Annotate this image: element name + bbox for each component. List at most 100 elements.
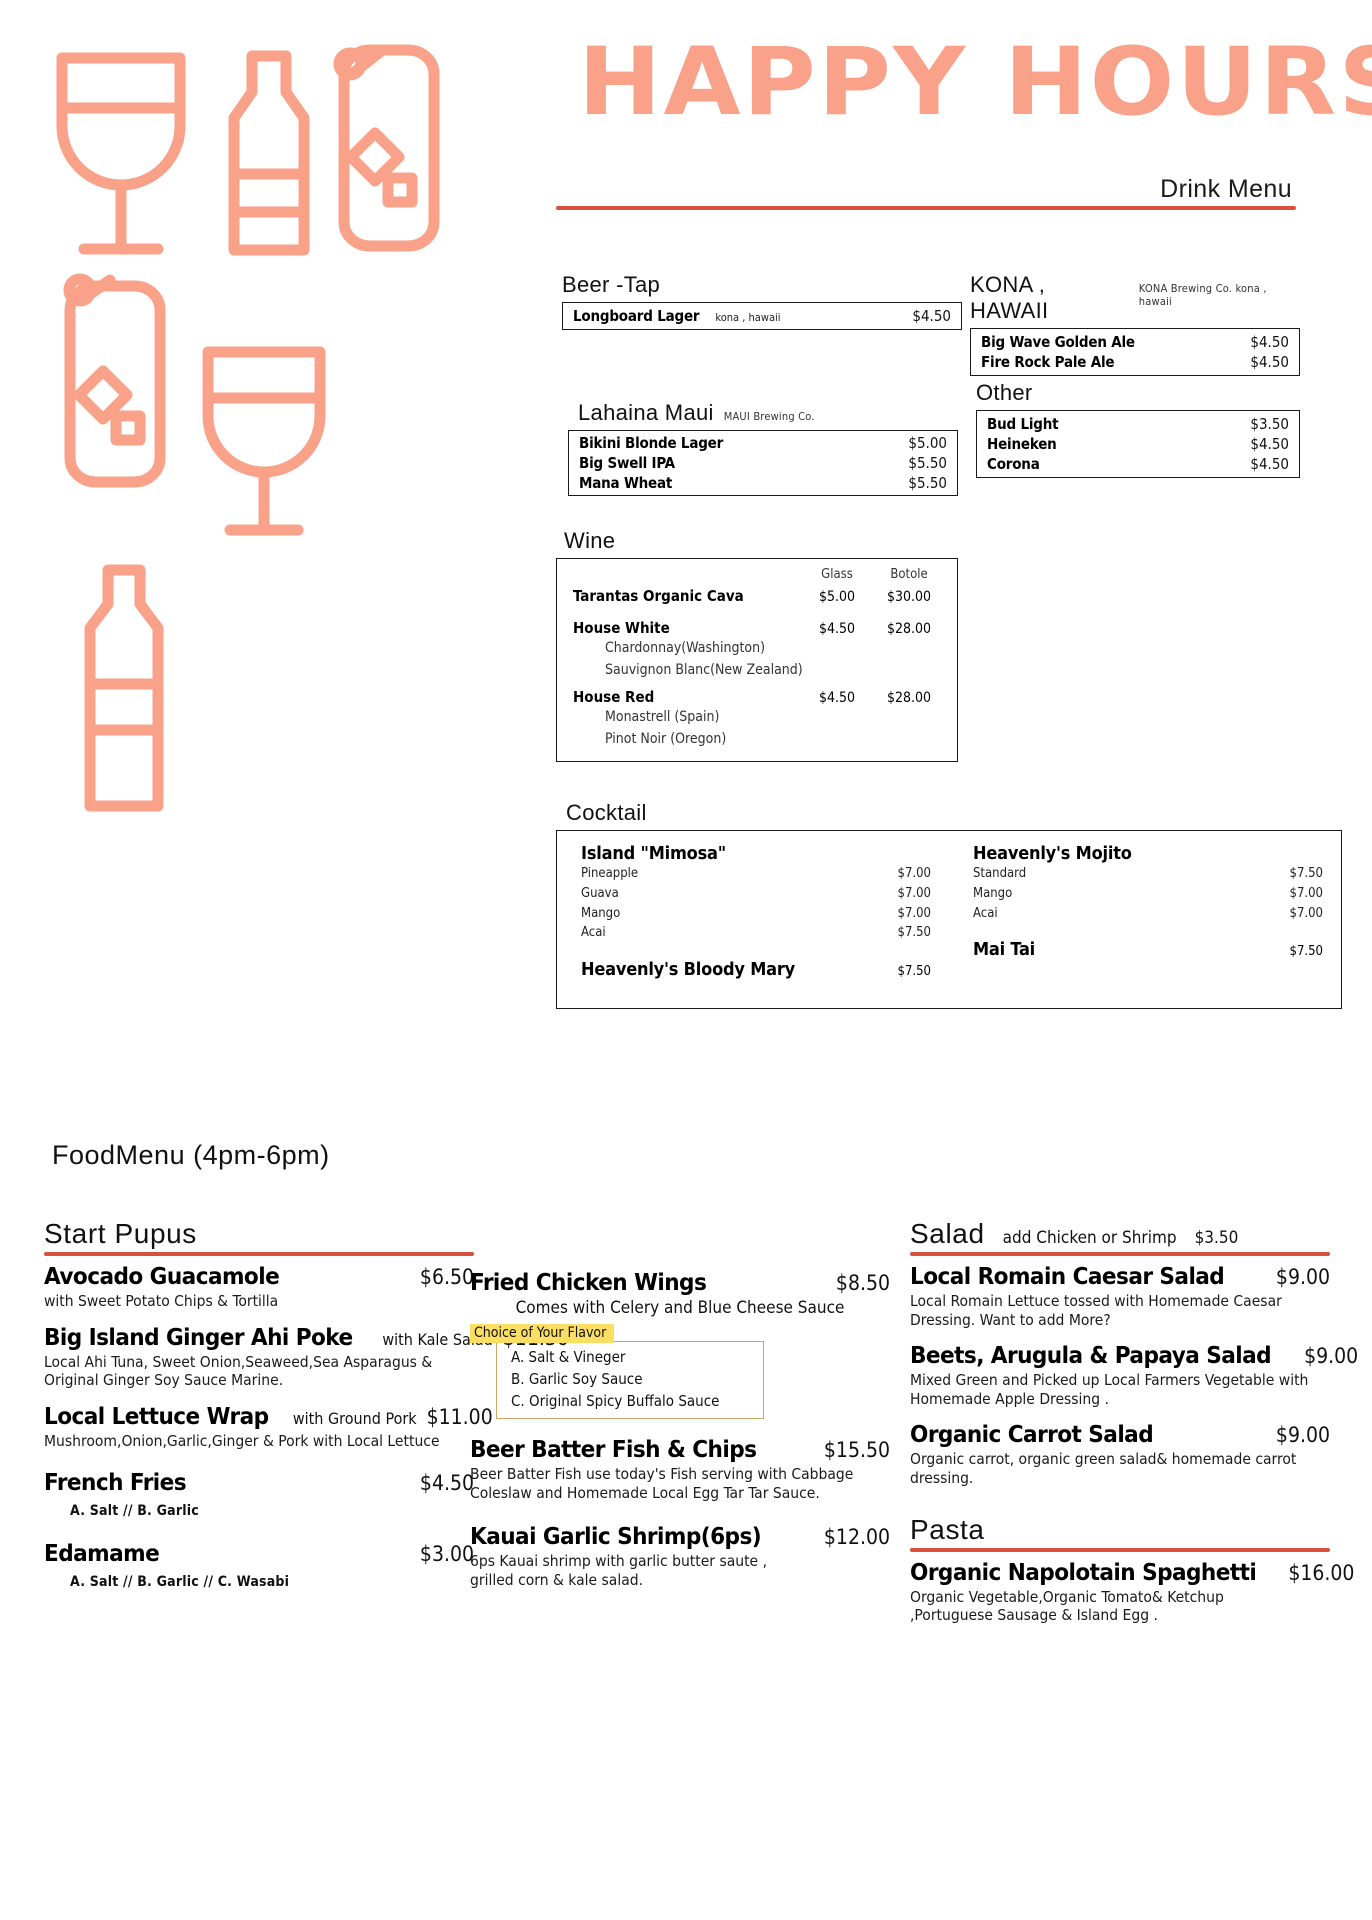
item-price: $5.00 [908, 434, 947, 452]
item-price: $7.00 [897, 905, 931, 921]
section-lahaina-maui: Lahaina Maui MAUI Brewing Co. Bikini Blo… [568, 400, 958, 496]
list-item: Mango $7.00 [973, 884, 1323, 904]
item-name: Mana Wheat [579, 474, 673, 492]
table-row: Bud Light $3.50 [977, 414, 1299, 434]
item-description: Mixed Green and Picked up Local Farmers … [910, 1371, 1309, 1408]
table-row: House Red $4.50 $28.00 [557, 687, 957, 707]
item-name: Organic Napolotain Spaghetti [910, 1559, 1257, 1586]
item-name: Standard [973, 866, 1027, 881]
menu-item: Local Lettuce Wrap with Ground Pork $11.… [44, 1404, 493, 1451]
wine-glass-icon [56, 52, 186, 191]
list-item: Pineapple $7.00 [581, 864, 931, 884]
item-bottle-price: $28.00 [886, 621, 932, 637]
item-name: Beer Batter Fish & Chips [470, 1437, 757, 1464]
item-name: Kauai Garlic Shrimp(6ps) [470, 1524, 762, 1551]
section-salad-pasta: Salad add Chicken or Shrimp $3.50 Local … [910, 1218, 1358, 1625]
item-name: Big Island Ginger Ahi Poke [44, 1324, 353, 1351]
item-price: $7.00 [1289, 885, 1323, 901]
item-price: $4.50 [419, 1471, 474, 1496]
item-price: $7.00 [897, 866, 931, 881]
drink-menu-underline [556, 206, 1296, 210]
table-row: Mana Wheat $5.50 [569, 473, 957, 493]
item-name: Fried Chicken Wings [470, 1270, 707, 1296]
menu-item-head: Edamame $3.00 [44, 1541, 474, 1567]
item-price: $7.50 [897, 925, 931, 941]
menu-item-head: Fried Chicken Wings $8.50 [470, 1270, 890, 1296]
flavor-option[interactable]: C. Original Spicy Buffalo Sauce [511, 1391, 720, 1410]
list-item: Standard $7.50 [973, 864, 1323, 884]
item-name: Tarantas Organic Cava [573, 587, 744, 605]
spacer [581, 943, 931, 959]
section-start-pupus: Start Pupus Avocado Guacamole $6.50 with… [44, 1218, 569, 1590]
item-qualifier: with Kale Salad [382, 1329, 493, 1349]
menu-item-head: Local Romain Caesar Salad $9.00 [910, 1264, 1330, 1290]
flavor-option[interactable]: A. Salt & Vineger [511, 1348, 626, 1366]
menu-item: Avocado Guacamole $6.50 with Sweet Potat… [44, 1264, 474, 1311]
beer-tap-box: Longboard Lager kona , hawaii $4.50 [562, 302, 962, 330]
item-price: $7.50 [897, 964, 931, 979]
flavor-choice-highlight: Choice of Your Flavor [470, 1324, 615, 1343]
menu-item-head: French Fries $4.50 [44, 1470, 474, 1496]
item-name: Bikini Blonde Lager [579, 434, 724, 452]
table-row: Big Swell IPA $5.50 [569, 453, 957, 473]
menu-item-head: Beets, Arugula & Papaya Salad $9.00 [910, 1343, 1358, 1369]
section-cocktail: Cocktail Island "Mimosa" Pineapple $7.00… [556, 800, 1342, 1009]
flavor-options-box: A. Salt & Vineger B. Garlic Soy Sauce C.… [496, 1341, 764, 1420]
item-name: Organic Carrot Salad [910, 1422, 1154, 1449]
item-description: 6ps Kauai shrimp with garlic butter saut… [470, 1552, 767, 1590]
menu-item: Organic Napolotain Spaghetti $16.00 Orga… [910, 1559, 1354, 1625]
menu-item: Organic Carrot Salad $9.00 Organic carro… [910, 1422, 1330, 1487]
kona-sub: KONA Brewing Co. kona , hawaii [1138, 282, 1267, 308]
item-name: Fire Rock Pale Ale [981, 353, 1115, 371]
item-name: House White [573, 619, 670, 637]
cocktail-column-right: Heavenly's Mojito Standard $7.50 Mango $… [949, 843, 1341, 980]
table-row: Longboard Lager kona , hawaii $4.50 [563, 306, 961, 326]
spacer [973, 923, 1323, 939]
item-glass-price: $4.50 [818, 690, 856, 707]
item-name: Corona [987, 455, 1040, 473]
item-price: $11.00 [426, 1404, 493, 1429]
item-bottle-price: $28.00 [886, 690, 932, 707]
menu-item: Fried Chicken Wings $8.50 Comes with Cel… [470, 1270, 890, 1420]
item-name: Mai Tai [973, 939, 1036, 961]
lahaina-sub: MAUI Brewing Co. [723, 410, 815, 423]
menu-item: Beer Batter Fish & Chips $15.50 Beer Bat… [470, 1437, 890, 1502]
item-name: Mango [973, 885, 1013, 901]
item-options: A. Salt // B. Garlic // C. Wasabi [70, 1574, 290, 1591]
item-name: Mango [581, 905, 621, 921]
food-menu-heading: FoodMenu (4pm-6pm) [52, 1140, 330, 1170]
item-price: $3.50 [1250, 415, 1289, 433]
pasta-label: Pasta [910, 1513, 985, 1545]
wine-box: Glass Botole Tarantas Organic Cava $5.00… [556, 558, 958, 762]
table-row: Fire Rock Pale Ale $4.50 [971, 352, 1299, 372]
menu-item-head: Organic Napolotain Spaghetti $16.00 [910, 1559, 1354, 1586]
list-item: Acai $7.50 [581, 923, 931, 943]
start-pupus-underline [44, 1252, 474, 1256]
start-pupus-label: Start Pupus [44, 1218, 197, 1249]
lahaina-box: Bikini Blonde Lager $5.00 Big Swell IPA … [568, 430, 958, 496]
item-price: $9.00 [1275, 1423, 1330, 1448]
salad-underline [910, 1252, 1330, 1256]
page-title: HAPPY HOURS [578, 28, 1372, 137]
item-description: Organic Vegetable,Organic Tomato& Ketchu… [910, 1587, 1224, 1625]
item-description: Local Ahi Tuna, Sweet Onion,Seaweed,Sea … [44, 1352, 433, 1390]
other-box: Bud Light $3.50 Heineken $4.50 Corona $4… [976, 410, 1300, 478]
item-name: French Fries [44, 1470, 187, 1497]
table-row: Bikini Blonde Lager $5.00 [569, 433, 957, 453]
menu-item: Beets, Arugula & Papaya Salad $9.00 Mixe… [910, 1343, 1358, 1408]
menu-item: Edamame $3.00 A. Salt // B. Garlic // C.… [44, 1541, 474, 1590]
salad-addon-note: add Chicken or Shrimp [1002, 1228, 1177, 1248]
lahaina-header: Lahaina Maui MAUI Brewing Co. [568, 400, 958, 426]
item-price: $6.50 [419, 1265, 474, 1289]
section-beer-tap: Beer -Tap Longboard Lager kona , hawaii … [562, 272, 962, 330]
wine-variety: Pinot Noir (Oregon) [605, 731, 727, 748]
cocktail-label: Cocktail [566, 800, 647, 825]
item-name: Longboard Lager [573, 307, 700, 325]
item-glass-price: $4.50 [818, 621, 856, 637]
item-description: with Sweet Potato Chips & Tortilla [44, 1292, 279, 1310]
kona-box: Big Wave Golden Ale $4.50 Fire Rock Pale… [970, 328, 1300, 376]
item-price: $7.50 [1289, 866, 1323, 881]
item-price: $8.50 [835, 1271, 890, 1295]
flavor-option[interactable]: B. Garlic Soy Sauce [511, 1369, 643, 1388]
